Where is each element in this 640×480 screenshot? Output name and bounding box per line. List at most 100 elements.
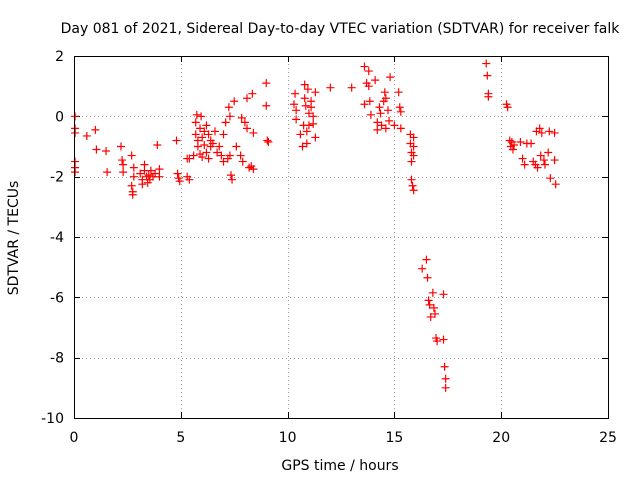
data-point <box>204 130 213 139</box>
data-point <box>505 136 514 145</box>
data-point <box>396 124 405 133</box>
y-axis-label: SDTVAR / TECUs <box>6 181 22 296</box>
data-point <box>304 109 313 118</box>
data-point <box>298 142 307 151</box>
data-point <box>396 107 405 116</box>
data-point <box>533 163 542 172</box>
data-point <box>219 130 228 139</box>
data-point <box>262 79 271 88</box>
data-point <box>200 127 209 136</box>
data-point <box>544 148 553 157</box>
data-point <box>385 116 394 125</box>
data-point <box>243 94 252 103</box>
data-point <box>300 94 309 103</box>
data-point <box>232 142 241 151</box>
y-tick-label: 2 <box>55 49 64 65</box>
data-point <box>296 130 305 139</box>
data-points <box>71 59 560 392</box>
data-point <box>146 166 155 175</box>
data-point <box>119 168 128 177</box>
data-point <box>262 101 271 110</box>
data-point <box>71 168 80 177</box>
data-point <box>550 128 559 137</box>
data-point <box>440 362 449 371</box>
data-point <box>224 103 233 112</box>
data-point <box>540 160 549 169</box>
data-point <box>245 163 254 172</box>
data-point <box>360 100 369 109</box>
data-point <box>423 273 432 282</box>
data-point <box>373 125 382 134</box>
data-point <box>441 374 450 383</box>
data-point <box>138 180 147 189</box>
data-point <box>213 148 222 157</box>
data-point <box>196 124 205 133</box>
data-point <box>366 110 375 119</box>
data-point <box>373 118 382 127</box>
data-point <box>311 133 320 142</box>
data-point <box>441 383 450 392</box>
data-point <box>347 83 356 92</box>
data-point <box>418 264 427 273</box>
data-point <box>219 157 228 166</box>
data-point <box>375 103 384 112</box>
data-point <box>92 145 101 154</box>
data-point <box>155 172 164 181</box>
data-point <box>407 175 416 184</box>
data-point <box>129 172 138 181</box>
data-point <box>527 139 536 148</box>
data-point <box>482 59 491 68</box>
data-point <box>127 181 136 190</box>
data-point <box>191 130 200 139</box>
data-point <box>439 335 448 344</box>
data-point <box>128 190 137 199</box>
y-tick-label: -2 <box>50 170 64 186</box>
data-point <box>510 140 519 149</box>
data-point <box>364 67 373 76</box>
data-point <box>238 157 247 166</box>
x-tick-labels: 0 5 10 15 20 25 <box>70 430 617 446</box>
data-point <box>409 133 418 142</box>
data-point <box>290 100 299 109</box>
data-point <box>518 154 527 163</box>
data-point <box>422 255 431 264</box>
data-point <box>302 127 311 136</box>
data-point <box>386 73 395 82</box>
data-point <box>536 151 545 160</box>
data-point <box>425 300 434 309</box>
data-point <box>175 177 184 186</box>
data-point <box>118 156 127 165</box>
data-point <box>371 76 380 85</box>
data-point <box>204 154 213 163</box>
y-tick-labels: -10 -8 -6 -4 -2 0 2 <box>41 49 64 427</box>
data-point <box>71 112 80 121</box>
data-point <box>91 125 100 134</box>
data-point <box>153 140 162 149</box>
x-tick-label: 10 <box>279 430 297 446</box>
data-point <box>151 169 160 178</box>
data-point <box>303 85 312 94</box>
data-point <box>300 80 309 89</box>
data-point <box>409 186 418 195</box>
data-point <box>364 82 373 91</box>
data-point <box>302 139 311 148</box>
data-point <box>264 137 273 146</box>
data-point <box>189 151 198 160</box>
data-point <box>263 136 272 145</box>
data-point <box>395 103 404 112</box>
data-point <box>198 133 207 142</box>
y-tick-label: -6 <box>50 290 64 306</box>
data-point <box>71 128 80 137</box>
data-point <box>202 121 211 130</box>
x-tick-label: 5 <box>176 430 185 446</box>
data-point <box>380 88 389 97</box>
data-point <box>503 103 512 112</box>
data-point <box>394 88 403 97</box>
data-point <box>428 288 437 297</box>
chart-title: Day 081 of 2021, Sidereal Day-to-day VTE… <box>61 21 621 37</box>
data-point <box>249 128 258 137</box>
data-point <box>301 101 310 110</box>
data-point <box>202 148 211 157</box>
data-point <box>237 113 246 122</box>
